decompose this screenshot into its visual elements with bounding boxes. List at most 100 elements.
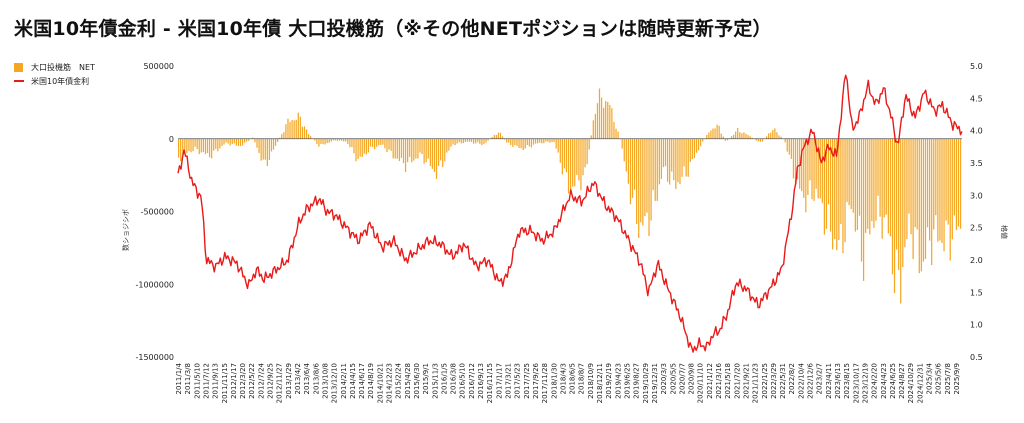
net-bar	[790, 138, 792, 159]
net-bar	[699, 138, 702, 147]
legend-item-net: 大口投機筋 NET	[14, 60, 95, 74]
net-bar	[908, 138, 910, 214]
net-bar	[497, 132, 500, 139]
x-tick-label: 2023/6/13	[834, 363, 842, 399]
net-bar	[677, 138, 679, 183]
net-bar	[194, 138, 196, 147]
x-tick-label: 2020/5/5	[669, 363, 677, 394]
net-bar	[503, 138, 506, 140]
net-bar	[435, 138, 438, 180]
net-bar	[902, 138, 904, 268]
net-bar	[258, 138, 260, 153]
net-bar	[949, 138, 951, 261]
net-bar	[596, 103, 599, 139]
x-tick-label: 2014/2/11	[340, 363, 348, 399]
net-bar	[464, 138, 467, 142]
net-bar	[766, 136, 768, 139]
net-bar	[687, 138, 689, 177]
y-right-tick-label: 2.5	[970, 224, 983, 233]
x-tick-label: 2019/12/31	[651, 363, 659, 403]
net-bar	[215, 138, 217, 149]
net-bar	[772, 129, 774, 139]
net-bar	[724, 138, 726, 141]
net-bar	[726, 138, 729, 141]
net-bar	[823, 138, 826, 235]
yield-line	[177, 74, 963, 353]
net-bar	[805, 138, 807, 213]
net-bar	[196, 138, 198, 150]
legend-item-yield: 米国10年債金利	[14, 74, 95, 88]
x-tick-label: 2015/9/1	[422, 363, 430, 394]
net-bar	[838, 138, 840, 241]
net-bar	[334, 138, 337, 141]
x-tick-label: 2025/3/4	[926, 362, 934, 394]
x-tick-label: 2018/12/11	[596, 363, 604, 403]
net-bar	[192, 138, 194, 152]
net-bar	[570, 138, 572, 192]
x-tick-label: 2019/8/27	[633, 363, 641, 399]
net-bar	[636, 138, 638, 224]
x-tick-label: 2016/3/8	[450, 363, 458, 394]
net-bar	[303, 126, 306, 139]
net-bar	[759, 138, 762, 142]
x-tick-label: 2025/7/8	[944, 363, 952, 394]
net-bar	[277, 138, 279, 142]
net-bar	[545, 138, 547, 142]
x-tick-label: 2013/4/2	[294, 363, 302, 394]
x-tick-label: 2020/7/7	[678, 363, 686, 394]
net-bar	[198, 138, 200, 155]
net-bar	[351, 138, 353, 148]
net-bar	[394, 138, 396, 159]
net-bar	[256, 138, 258, 148]
net-bar	[239, 138, 242, 147]
net-bar	[761, 138, 764, 142]
y-right-tick-label: 0.5	[970, 353, 983, 362]
net-bar	[440, 138, 442, 161]
net-bar	[768, 133, 770, 139]
net-bar	[279, 137, 281, 139]
net-bar	[757, 138, 759, 142]
net-bar	[924, 138, 927, 259]
net-bar	[466, 138, 469, 142]
net-bar	[741, 133, 743, 139]
x-tick-label: 2017/5/23	[514, 363, 522, 399]
net-bar	[178, 138, 180, 158]
net-bar	[485, 138, 487, 143]
net-bar	[867, 138, 869, 229]
x-tick-label: 2016/5/10	[459, 363, 467, 399]
x-tick-label: 2024/4/23	[880, 363, 888, 399]
net-bar	[320, 138, 322, 144]
net-bar	[650, 138, 652, 221]
net-bar	[427, 138, 429, 159]
x-tick-label: 2016/11/15	[486, 363, 494, 403]
net-bar	[943, 138, 945, 252]
net-bar	[390, 138, 392, 151]
y-right-tick-label: 2.0	[970, 256, 983, 265]
net-bar	[714, 128, 716, 139]
net-bar	[627, 138, 630, 184]
y-right-tick-label: 3.5	[970, 159, 983, 168]
net-bar	[225, 138, 227, 143]
net-bar	[188, 138, 190, 152]
x-tick-label: 2019/10/29	[642, 363, 650, 403]
net-bar	[473, 138, 475, 144]
y-right-tick-label: 3.0	[970, 191, 983, 200]
x-tick-label: 2013/1/29	[285, 363, 293, 399]
net-bar	[598, 88, 601, 139]
net-bar	[697, 138, 700, 151]
net-bar	[784, 138, 786, 143]
x-tick-label: 2011/9/13	[212, 363, 220, 399]
net-bar	[454, 138, 456, 146]
net-bar	[374, 138, 376, 150]
net-bar	[431, 138, 434, 169]
net-bar	[712, 128, 714, 139]
net-bar	[184, 138, 186, 153]
y-right-tick-label: 1.5	[970, 288, 983, 297]
net-bar	[664, 138, 667, 167]
y-left-tick-label: -1000000	[135, 280, 174, 289]
net-bar	[931, 138, 933, 266]
net-bar	[774, 128, 776, 139]
net-bar	[314, 138, 316, 141]
net-bar	[357, 138, 359, 159]
net-bar	[326, 138, 328, 144]
